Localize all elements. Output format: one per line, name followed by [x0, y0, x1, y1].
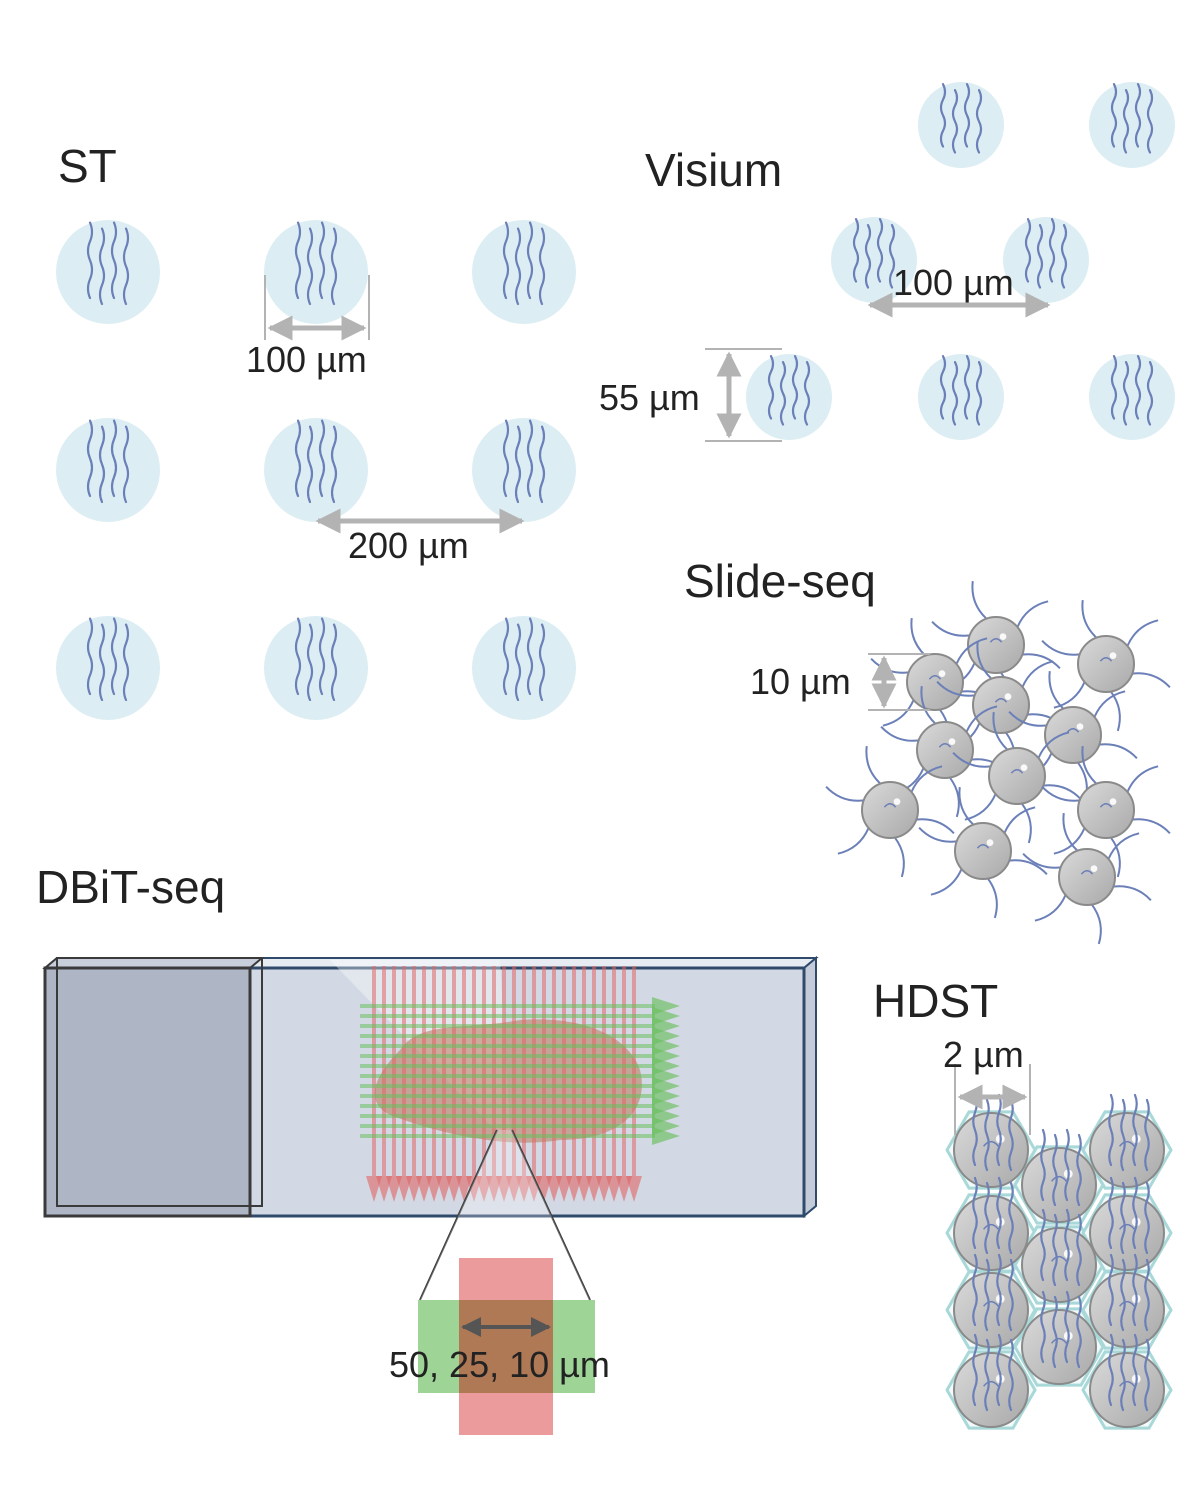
visium-diameter-indicator: 55 µm	[599, 348, 782, 442]
st-spot	[472, 220, 576, 324]
st-diameter-indicator: 100 µm	[246, 275, 370, 380]
slide-seq-title: Slide-seq	[684, 555, 876, 607]
st-spot	[56, 616, 160, 720]
st-section: ST 100 µm 200 µm	[56, 140, 576, 720]
visium-spot	[1003, 217, 1089, 303]
slide-seq-bead	[931, 580, 1061, 713]
slide-seq-bead	[880, 685, 1010, 818]
visium-spot	[1089, 82, 1175, 168]
visium-spot	[1089, 354, 1175, 440]
hdst-bead	[1089, 1176, 1165, 1271]
visium-spot	[831, 217, 917, 303]
st-diameter-label: 100 µm	[246, 339, 367, 380]
zoom-callout-lines	[419, 1129, 591, 1301]
hdst-hexagonal-bead-array	[945, 1093, 1173, 1430]
st-spot	[56, 418, 160, 522]
visium-spacing-indicator: 100 µm	[867, 262, 1051, 318]
visium-spacing-label: 100 µm	[893, 262, 1014, 303]
visium-title: Visium	[645, 144, 782, 196]
st-spot	[264, 220, 368, 324]
dbit-seq-section: DBiT-seq	[36, 861, 819, 1435]
slide-seq-diameter-indicator: 10 µm	[750, 653, 930, 711]
st-title: ST	[58, 140, 117, 192]
st-spot	[264, 418, 368, 522]
hdst-bead	[1021, 1128, 1097, 1223]
slide-seq-bead	[1022, 812, 1152, 945]
hdst-bead	[953, 1093, 1029, 1188]
slide-seq-section: Slide-seq 10 µm	[684, 555, 1171, 945]
slide-seq-bead	[1008, 670, 1138, 803]
hdst-bead	[1089, 1093, 1165, 1188]
dbit-seq-title: DBiT-seq	[36, 861, 225, 913]
hdst-section: HDST 2 µm	[873, 975, 1173, 1430]
hdst-title: HDST	[873, 975, 998, 1027]
dbit-seq-pixel-label: 50, 25, 10 µm	[389, 1344, 610, 1385]
hdst-diameter-indicator: 2 µm	[943, 1034, 1031, 1135]
hdst-diameter-label: 2 µm	[943, 1034, 1024, 1075]
st-spot	[56, 220, 160, 324]
visium-spot	[918, 82, 1004, 168]
slide-seq-bead	[1041, 599, 1171, 732]
st-spot-grid	[56, 220, 576, 720]
slide-seq-bead	[918, 786, 1048, 919]
slide-seq-bead	[825, 745, 955, 878]
hdst-bead	[1089, 1253, 1165, 1348]
slide-seq-bead-cluster	[825, 580, 1171, 945]
hdst-bead	[1021, 1208, 1097, 1303]
pixel-zoom-inset: 50, 25, 10 µm	[389, 1258, 610, 1435]
visium-diameter-label: 55 µm	[599, 377, 700, 418]
visium-spot	[746, 354, 832, 440]
st-spot	[472, 418, 576, 522]
st-spot	[472, 616, 576, 720]
slide-label-area	[42, 957, 265, 1218]
hdst-bead	[953, 1333, 1029, 1428]
hdst-bead	[1021, 1290, 1097, 1385]
slide-seq-bead	[936, 640, 1066, 773]
pixel-overlap	[459, 1300, 553, 1393]
microfluidic-channel-grid	[360, 966, 680, 1202]
visium-spot	[918, 354, 1004, 440]
hdst-bead	[953, 1176, 1029, 1271]
slide-seq-bead	[1041, 745, 1171, 878]
st-spacing-indicator: 200 µm	[315, 508, 525, 566]
slide-seq-bead	[952, 711, 1082, 844]
slide-seq-diameter-label: 10 µm	[750, 661, 851, 702]
visium-section: Visium 100 µm 55 µm	[599, 82, 1175, 442]
st-spacing-label: 200 µm	[348, 525, 469, 566]
visium-spot-grid	[746, 82, 1175, 440]
st-spot	[264, 616, 368, 720]
hdst-bead	[953, 1253, 1029, 1348]
hdst-bead	[1089, 1333, 1165, 1428]
